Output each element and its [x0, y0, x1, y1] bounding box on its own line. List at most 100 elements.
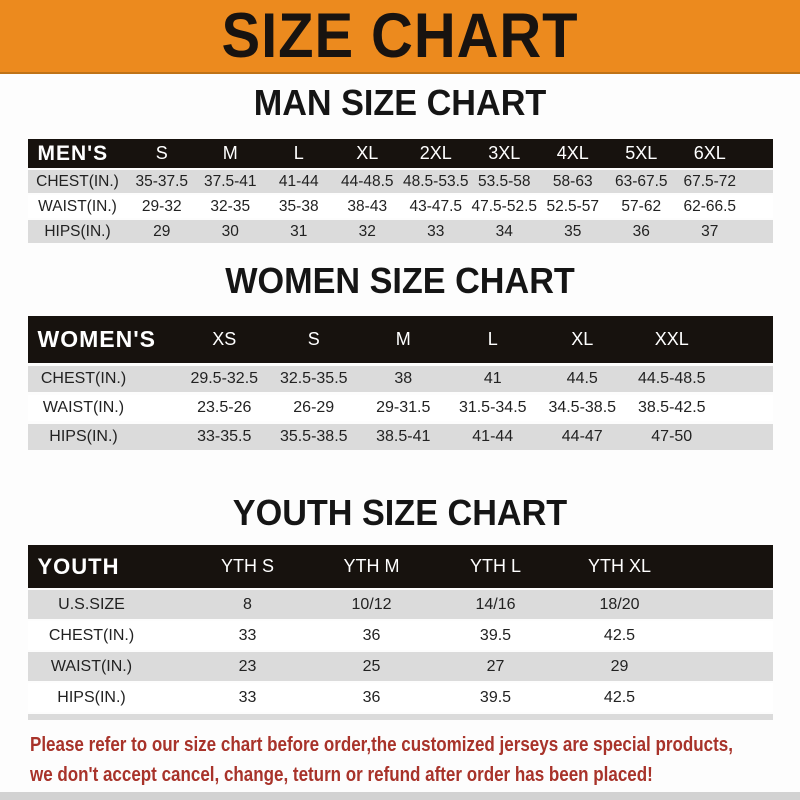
size-value: 37.5-41	[203, 172, 257, 190]
size-value: 47-50	[651, 428, 693, 445]
size-value: 30	[221, 222, 239, 240]
size-value: 14/16	[475, 595, 516, 613]
size-section-youth: YOUTH SIZE CHART YOUTH YTH S YTH M YTH L YTH…	[0, 492, 800, 720]
size-column-header: YTH M	[343, 556, 400, 576]
size-value: 57-62	[621, 197, 662, 215]
size-value: 35.5-38.5	[279, 428, 348, 445]
size-value: 37	[701, 222, 719, 240]
table-row: WAIST(IN.) 23 25 27 29	[27, 652, 773, 681]
size-column-header: M	[222, 143, 238, 163]
size-value: 34.5-38.5	[548, 399, 617, 416]
size-column-header: 2XL	[419, 143, 452, 163]
table-row: CHEST(IN.) 35-37.5 37.5-41 41-44 44-48.5 48.5…	[27, 170, 773, 193]
size-value: 42.5	[603, 688, 636, 706]
size-value: 32-35	[210, 197, 251, 215]
size-value: 44.5	[566, 370, 598, 387]
footer-line-2: we don't accept cancel, change, teturn o…	[30, 764, 653, 786]
size-column-header: YTH L	[469, 556, 521, 576]
footer-note: Please refer to our size chart before or…	[30, 730, 800, 790]
size-value: 32	[358, 222, 376, 240]
size-value: 38	[394, 370, 413, 387]
size-value: 53.5-58	[477, 172, 531, 190]
row-label: HIPS(IN.)	[57, 688, 126, 706]
table-row: U.S.SIZE 8 10/12 14/16 18/20	[27, 590, 773, 619]
row-label: U.S.SIZE	[58, 595, 125, 613]
table-body: U.S.SIZE 8 10/12 14/16 18/20 CHEST(IN.) 33 36 39…	[27, 590, 773, 720]
size-value: 31.5-34.5	[458, 399, 527, 416]
size-column-header: L	[293, 143, 304, 163]
size-value: 23.5-26	[197, 399, 252, 416]
size-column-header: YTH XL	[587, 556, 652, 576]
size-value: 26-29	[293, 399, 335, 416]
footer-line-1: Please refer to our size chart before or…	[30, 734, 733, 756]
size-value: 29	[153, 222, 171, 240]
section-heading: YOUTH SIZE CHART	[232, 492, 568, 533]
size-value: 44-47	[561, 428, 603, 445]
size-value: 23	[238, 657, 257, 675]
size-column-header: M	[395, 329, 411, 349]
size-value: 8	[243, 595, 252, 613]
size-value: 33	[238, 626, 257, 644]
size-value: 29	[610, 657, 629, 675]
bottom-edge-strip	[0, 792, 800, 800]
row-label: CHEST(IN.)	[48, 626, 135, 644]
size-table: WOMEN'S XS S M L XL XXL CHEST(IN.) 29.5-32.5 32.…	[27, 316, 773, 450]
size-value: 38.5-42.5	[637, 399, 706, 416]
size-column-header: XXL	[654, 329, 689, 349]
table-header-row: YOUTH YTH S YTH M YTH L YTH XL	[27, 545, 773, 588]
table-row: HIPS(IN.) 33-35.5 35.5-38.5 38.5-41 41-44 44-…	[27, 424, 773, 450]
table-row: WAIST(IN.) 29-32 32-35 35-38 38-43 43-47.5 47.…	[27, 195, 773, 218]
table-row: CHEST(IN.) 29.5-32.5 32.5-35.5 38 41 44.5 44.5…	[27, 366, 773, 392]
row-label: HIPS(IN.)	[49, 428, 118, 445]
section-heading: MAN SIZE CHART	[253, 82, 547, 123]
size-column-header: 3XL	[488, 143, 521, 163]
size-value: 36	[362, 688, 381, 706]
size-column-header: 4XL	[556, 143, 589, 163]
size-column-header: 5XL	[625, 143, 658, 163]
size-value: 48.5-53.5	[403, 172, 469, 190]
section-heading: WOMEN SIZE CHART	[225, 260, 575, 301]
row-label: WAIST(IN.)	[50, 657, 133, 675]
size-value: 44-48.5	[340, 172, 394, 190]
row-label: WAIST(IN.)	[42, 399, 125, 416]
row-label: CHEST(IN.)	[40, 370, 127, 387]
size-value: 36	[362, 626, 381, 644]
size-value: 63-67.5	[614, 172, 668, 190]
table-group-label: MEN'S	[37, 141, 109, 165]
size-value: 39.5	[479, 626, 512, 644]
table-body: CHEST(IN.) 35-37.5 37.5-41 41-44 44-48.5 48.5…	[27, 170, 773, 243]
size-value: 33	[427, 222, 445, 240]
size-value: 29-32	[141, 197, 182, 215]
size-column-header: S	[155, 143, 168, 163]
size-value: 47.5-52.5	[471, 197, 538, 215]
table-group-label: YOUTH	[37, 553, 120, 579]
size-column-header: XL	[571, 329, 594, 349]
size-column-header: XL	[356, 143, 379, 163]
size-value: 32.5-35.5	[279, 370, 348, 387]
table-header-row: MEN'S S M L XL 2XL 3XL 4XL 5XL 6XL	[27, 139, 773, 168]
size-value: 38-43	[347, 197, 388, 215]
table-row: CHEST(IN.) 33 36 39.5 42.5	[27, 621, 773, 650]
size-value: 38.5-41	[376, 428, 431, 445]
size-value: 67.5-72	[683, 172, 737, 190]
size-column-header: XS	[212, 329, 237, 349]
size-value: 42.5	[603, 626, 636, 644]
size-table: MEN'S S M L XL 2XL 3XL 4XL 5XL 6XL CHEST(IN.) 35-3…	[27, 139, 773, 243]
size-section-man: MAN SIZE CHART MEN'S S M L XL 2XL 3XL 4XL 5XL 6XL…	[0, 82, 800, 243]
size-value: 52.5-57	[546, 197, 600, 215]
size-column-header: L	[487, 329, 498, 349]
size-value: 39.5	[479, 688, 512, 706]
table-row: HIPS(IN.) 33 36 39.5 42.5	[27, 683, 773, 712]
size-value: 29-31.5	[376, 399, 431, 416]
table-header-row: WOMEN'S XS S M L XL XXL	[27, 316, 773, 363]
size-value: 35-37.5	[135, 172, 189, 190]
size-column-header: YTH S	[220, 556, 274, 576]
size-value: 34	[495, 222, 513, 240]
table-body: CHEST(IN.) 29.5-32.5 32.5-35.5 38 41 44.5 44.5…	[27, 366, 773, 450]
size-value: 25	[362, 657, 381, 675]
size-value: 41-44	[278, 172, 319, 190]
page-title: SIZE CHART	[221, 1, 579, 71]
size-value: 31	[290, 222, 308, 240]
size-column-header: 6XL	[693, 143, 726, 163]
row-label: HIPS(IN.)	[44, 222, 111, 240]
